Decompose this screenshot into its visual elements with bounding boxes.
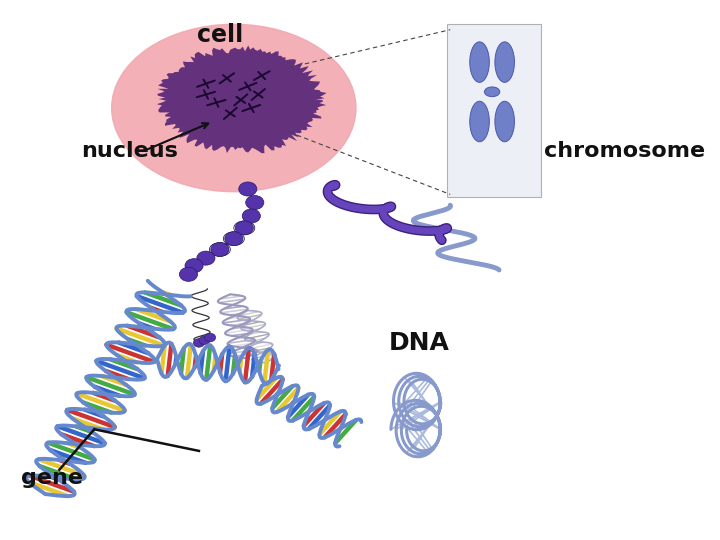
Ellipse shape	[495, 42, 515, 82]
Circle shape	[235, 221, 253, 235]
Circle shape	[246, 195, 264, 210]
Circle shape	[239, 182, 257, 196]
Text: DNA: DNA	[388, 331, 449, 355]
Circle shape	[199, 336, 210, 345]
Ellipse shape	[469, 102, 490, 142]
Circle shape	[194, 339, 204, 347]
Ellipse shape	[112, 24, 356, 192]
Circle shape	[197, 251, 215, 265]
Circle shape	[204, 333, 216, 342]
Text: chromosome: chromosome	[544, 141, 706, 161]
Circle shape	[225, 232, 243, 246]
Ellipse shape	[485, 87, 500, 97]
Circle shape	[179, 267, 197, 281]
Ellipse shape	[495, 102, 515, 142]
Polygon shape	[157, 45, 327, 153]
Text: nucleus: nucleus	[81, 141, 178, 161]
Circle shape	[185, 259, 203, 273]
Text: cell: cell	[197, 23, 243, 47]
Circle shape	[211, 242, 229, 256]
Text: gene: gene	[22, 468, 84, 488]
Ellipse shape	[469, 42, 490, 82]
Circle shape	[242, 209, 261, 223]
Bar	[446, 24, 541, 197]
